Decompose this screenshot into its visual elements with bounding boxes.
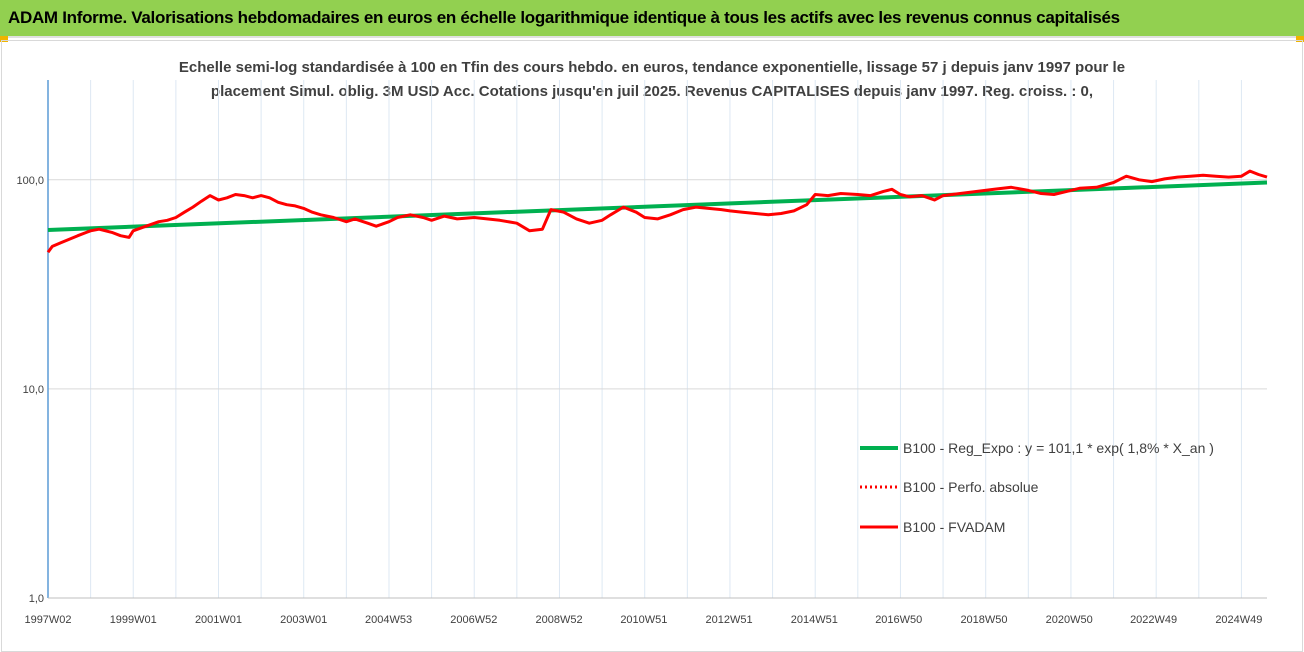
axes: 1,0 10,0 100,0 1997W02 1999W01 2001W01 2003W01… xyxy=(16,80,1267,626)
x-tick-label: 2012W51 xyxy=(706,614,753,626)
x-tick-label: 2001W01 xyxy=(195,614,242,626)
report-banner: ADAM Informe. Valorisations hebdomadaire… xyxy=(0,0,1304,38)
x-tick-label: 2004W53 xyxy=(365,614,412,626)
y-tick-label: 1,0 xyxy=(29,593,44,605)
corner-accent-left xyxy=(0,36,8,42)
legend-label: B100 - Perfo. absolue xyxy=(903,479,1039,495)
trend-line xyxy=(47,180,1268,232)
gridlines xyxy=(48,80,1267,599)
x-tick-label: 2016W50 xyxy=(875,614,922,626)
x-tick-label: 2022W49 xyxy=(1130,614,1177,626)
legend-label: B100 - FVADAM xyxy=(903,519,1005,535)
series-lines xyxy=(46,169,1268,254)
legend-label: B100 - Reg_Expo : y = 101,1 * exp( 1,8% … xyxy=(903,440,1214,456)
x-tick-label: 2006W52 xyxy=(450,614,497,626)
x-tick-label: 2014W51 xyxy=(791,614,838,626)
y-tick-label: 100,0 xyxy=(16,175,44,187)
fvadam-line xyxy=(46,169,1268,254)
legend: B100 - Reg_Expo : y = 101,1 * exp( 1,8% … xyxy=(860,440,1214,535)
x-tick-label: 2003W01 xyxy=(280,614,327,626)
chart-title-line-1: Echelle semi-log standardisée à 100 en T… xyxy=(178,59,1126,76)
x-tick-label: 2024W49 xyxy=(1215,614,1262,626)
report-title: ADAM Informe. Valorisations hebdomadaire… xyxy=(8,8,1120,27)
x-tick-label: 1997W02 xyxy=(24,614,71,626)
y-tick-label: 10,0 xyxy=(23,384,44,396)
x-tick-label: 2018W50 xyxy=(960,614,1007,626)
corner-accent-right xyxy=(1296,36,1304,42)
x-tick-label: 1999W01 xyxy=(110,614,157,626)
x-tick-label: 2020W50 xyxy=(1046,614,1093,626)
x-tick-label: 2010W51 xyxy=(620,614,667,626)
x-tick-label: 2008W52 xyxy=(535,614,582,626)
